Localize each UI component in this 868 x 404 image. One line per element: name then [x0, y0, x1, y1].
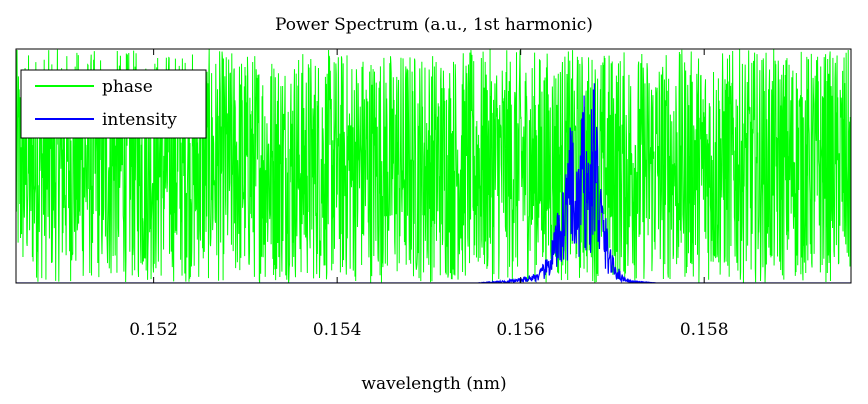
legend-label-phase: phase	[102, 77, 153, 97]
legend-box	[20, 69, 207, 139]
x-ticks-group: 0.152 0.154 0.156 0.158	[129, 49, 729, 340]
x-tick-label: 0.156	[496, 320, 545, 340]
plot-area-frame	[15, 48, 852, 284]
legend: phase intensity	[20, 69, 207, 139]
x-axis-label: wavelength (nm)	[361, 374, 506, 394]
x-tick-label: 0.158	[680, 320, 729, 340]
chart-title: Power Spectrum (a.u., 1st harmonic)	[275, 15, 593, 35]
legend-label-intensity: intensity	[102, 110, 177, 130]
x-tick-label: 0.154	[313, 320, 362, 340]
x-tick-label: 0.152	[129, 320, 178, 340]
